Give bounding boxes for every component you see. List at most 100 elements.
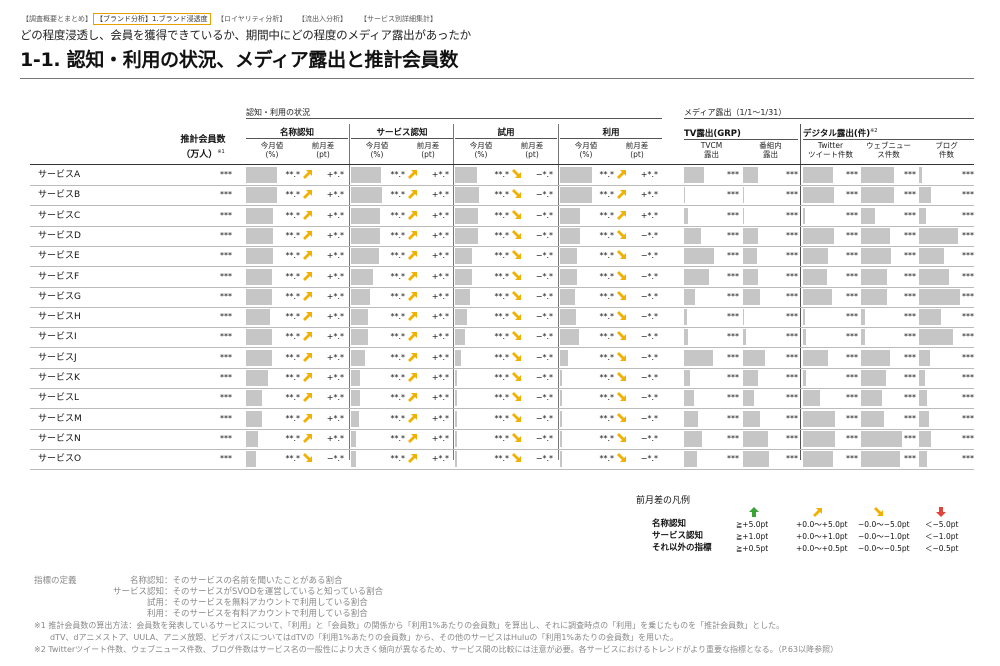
arrow-upright-icon: [408, 353, 417, 362]
media-value: ***: [727, 454, 739, 463]
media-col-header: Twitter ツイート件数: [808, 141, 853, 159]
value-bar: [560, 248, 577, 264]
tab-loyalty[interactable]: 【ロイヤリティ分析】: [217, 15, 287, 23]
arrow-upright-icon: [408, 170, 417, 179]
value-bar: [455, 289, 470, 305]
legend-title: 前月差の凡例: [636, 496, 691, 506]
current-month-value: **.*: [390, 292, 405, 301]
arrow-upright-icon: [408, 211, 417, 220]
value-bar: [455, 187, 479, 203]
media-value: ***: [962, 251, 974, 260]
media-value: ***: [846, 332, 858, 341]
arrow-downright-icon: [512, 210, 521, 219]
month-diff-value: +*.*: [431, 434, 449, 443]
media-bar: [743, 329, 746, 345]
tab-overview[interactable]: 【調査概要とまとめ】: [22, 15, 92, 23]
month-diff-value: −*.*: [535, 373, 553, 382]
media-col-header: ウェブニュー ス件数: [866, 141, 911, 159]
media-value: ***: [846, 170, 858, 179]
group-divider: [349, 124, 350, 460]
media-bar: [919, 411, 929, 427]
month-diff-value: +*.*: [326, 332, 344, 341]
media-value: ***: [786, 272, 798, 281]
media-value: ***: [904, 373, 916, 382]
current-month-value: **.*: [494, 231, 509, 240]
month-diff-value: −*.*: [640, 332, 658, 341]
table-row: サービスI *** **.* +*.* **.* +*.* **.* −*.* **.* −*.*…: [0, 327, 1000, 348]
current-month-value: **.*: [599, 190, 614, 199]
legend-range: ＜−0.5pt: [925, 544, 959, 553]
legend-range: +0.0～+0.5pt: [796, 544, 848, 553]
tab-brand-analysis[interactable]: 【ブランド分析】1.ブランド浸透度: [93, 13, 211, 25]
members-value: ***: [220, 190, 232, 199]
media-bar: [684, 248, 714, 264]
section-media-rule: [684, 118, 974, 119]
tab-service-detail[interactable]: 【サービス別詳細集計】: [360, 15, 437, 23]
value-bar: [351, 309, 368, 325]
value-bar: [455, 248, 472, 264]
value-bar: [560, 167, 592, 183]
value-bar: [351, 289, 370, 305]
definition-term: 名称認知: [129, 576, 164, 586]
arrow-upright-icon: [303, 373, 312, 382]
month-diff-value: −*.*: [535, 251, 553, 260]
service-name: サービスD: [38, 231, 81, 241]
media-bar: [919, 208, 926, 224]
arrow-downright-icon: [512, 271, 521, 280]
definition-desc: ：そのサービスの名前を聞いたことがある割合: [164, 576, 343, 586]
table-row: サービスD *** **.* +*.* **.* +*.* **.* −*.* **.* −*.*…: [0, 226, 1000, 247]
arrow-downright-icon: [512, 453, 521, 462]
media-value: ***: [962, 190, 974, 199]
media-value: ***: [727, 231, 739, 240]
value-bar: [560, 187, 592, 203]
arrow-upright-icon: [617, 170, 626, 179]
service-name: サービスL: [38, 393, 80, 403]
service-name: サービスH: [38, 312, 81, 322]
tab-flow[interactable]: 【流出入分析】: [298, 15, 347, 23]
media-value: ***: [846, 454, 858, 463]
arrow-upright-icon: [303, 231, 312, 240]
media-value: ***: [962, 373, 974, 382]
media-value: ***: [904, 231, 916, 240]
media-bar: [684, 187, 685, 203]
row-divider: [30, 469, 974, 470]
table-row: サービスO *** **.* −*.* **.* +*.* **.* −*.* **.* −*.*…: [0, 449, 1000, 470]
month-diff-value: +*.*: [431, 353, 449, 362]
media-bar: [803, 451, 833, 467]
table-row: サービスA *** **.* +*.* **.* +*.* **.* −*.* **.* +*.*…: [0, 165, 1000, 186]
value-bar: [560, 309, 576, 325]
media-value: ***: [904, 211, 916, 220]
media-bar: [684, 228, 701, 244]
value-bar: [560, 329, 579, 345]
month-diff-value: +*.*: [431, 312, 449, 321]
media-value: ***: [904, 170, 916, 179]
month-diff-value: +*.*: [326, 251, 344, 260]
current-month-value: **.*: [494, 211, 509, 220]
value-bar: [351, 329, 368, 345]
section-media-label: メディア露出（1/1～1/31）: [684, 108, 787, 117]
month-diff-value: +*.*: [640, 211, 658, 220]
media-value: ***: [904, 332, 916, 341]
media-divider: [800, 124, 801, 460]
current-month-value: **.*: [494, 190, 509, 199]
arrow-downright-icon: [512, 230, 521, 239]
legend-range: ＜−1.0pt: [925, 532, 959, 541]
legend-range: +0.0～+5.0pt: [796, 520, 848, 529]
media-bar: [684, 289, 695, 305]
month-diff-value: +*.*: [326, 211, 344, 220]
current-month-value: **.*: [494, 251, 509, 260]
media-value: ***: [786, 190, 798, 199]
arrow-down-red-icon: [936, 507, 946, 517]
media-value: ***: [962, 272, 974, 281]
media-bar: [861, 208, 875, 224]
arrow-upright-icon: [408, 190, 417, 199]
definition-term: サービス認知: [112, 587, 164, 597]
value-bar: [351, 167, 381, 183]
table-row: サービスC *** **.* +*.* **.* +*.* **.* −*.* **.* +*.*…: [0, 206, 1000, 227]
month-diff-value: −*.*: [535, 272, 553, 281]
media-bar: [861, 167, 894, 183]
media-value: ***: [786, 211, 798, 220]
service-name: サービスN: [38, 434, 81, 444]
group-header-usage: 利用: [602, 128, 620, 138]
value-bar: [351, 390, 360, 406]
